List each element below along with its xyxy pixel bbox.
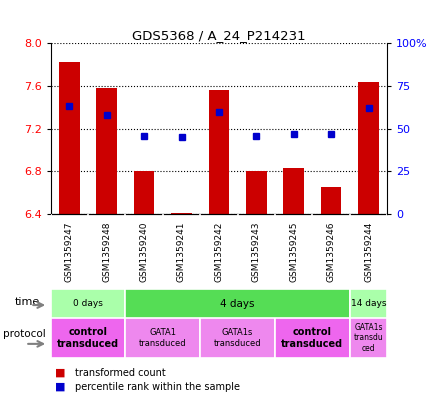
Bar <box>350 318 387 358</box>
Text: GSM1359245: GSM1359245 <box>289 221 298 282</box>
Text: transformed count: transformed count <box>75 367 165 378</box>
Bar <box>125 318 200 358</box>
Text: GSM1359240: GSM1359240 <box>139 221 149 282</box>
Bar <box>283 168 304 214</box>
Text: GSM1359246: GSM1359246 <box>326 221 336 282</box>
Bar <box>275 318 350 358</box>
Bar <box>171 213 192 214</box>
Bar <box>246 171 267 214</box>
Bar <box>51 289 125 318</box>
Text: 14 days: 14 days <box>351 299 386 308</box>
Text: 4 days: 4 days <box>220 299 255 309</box>
Text: percentile rank within the sample: percentile rank within the sample <box>75 382 240 392</box>
Text: GSM1359242: GSM1359242 <box>214 221 224 282</box>
Bar <box>358 82 379 214</box>
Bar <box>51 318 125 358</box>
Text: protocol: protocol <box>3 329 45 339</box>
Text: GSM1359241: GSM1359241 <box>177 221 186 282</box>
Text: GATA1s
transduced: GATA1s transduced <box>214 328 261 348</box>
Text: GATA1
transduced: GATA1 transduced <box>139 328 187 348</box>
Text: GATA1s
transdu
ced: GATA1s transdu ced <box>354 323 383 353</box>
Text: GSM1359243: GSM1359243 <box>252 221 261 282</box>
Bar <box>134 171 154 214</box>
Title: GDS5368 / A_24_P214231: GDS5368 / A_24_P214231 <box>132 29 306 42</box>
Bar <box>200 318 275 358</box>
Bar <box>96 88 117 214</box>
Bar <box>59 62 80 214</box>
Bar <box>125 289 350 318</box>
Text: ■: ■ <box>55 367 66 378</box>
Text: control
transduced: control transduced <box>281 327 344 349</box>
Text: ■: ■ <box>55 382 66 392</box>
Text: control
transduced: control transduced <box>57 327 119 349</box>
Text: GSM1359247: GSM1359247 <box>65 221 74 282</box>
Text: time: time <box>15 297 40 307</box>
Bar <box>321 187 341 214</box>
Text: GSM1359244: GSM1359244 <box>364 221 373 282</box>
Text: GSM1359248: GSM1359248 <box>102 221 111 282</box>
Bar <box>350 289 387 318</box>
Text: 0 days: 0 days <box>73 299 103 308</box>
Bar <box>209 90 229 214</box>
